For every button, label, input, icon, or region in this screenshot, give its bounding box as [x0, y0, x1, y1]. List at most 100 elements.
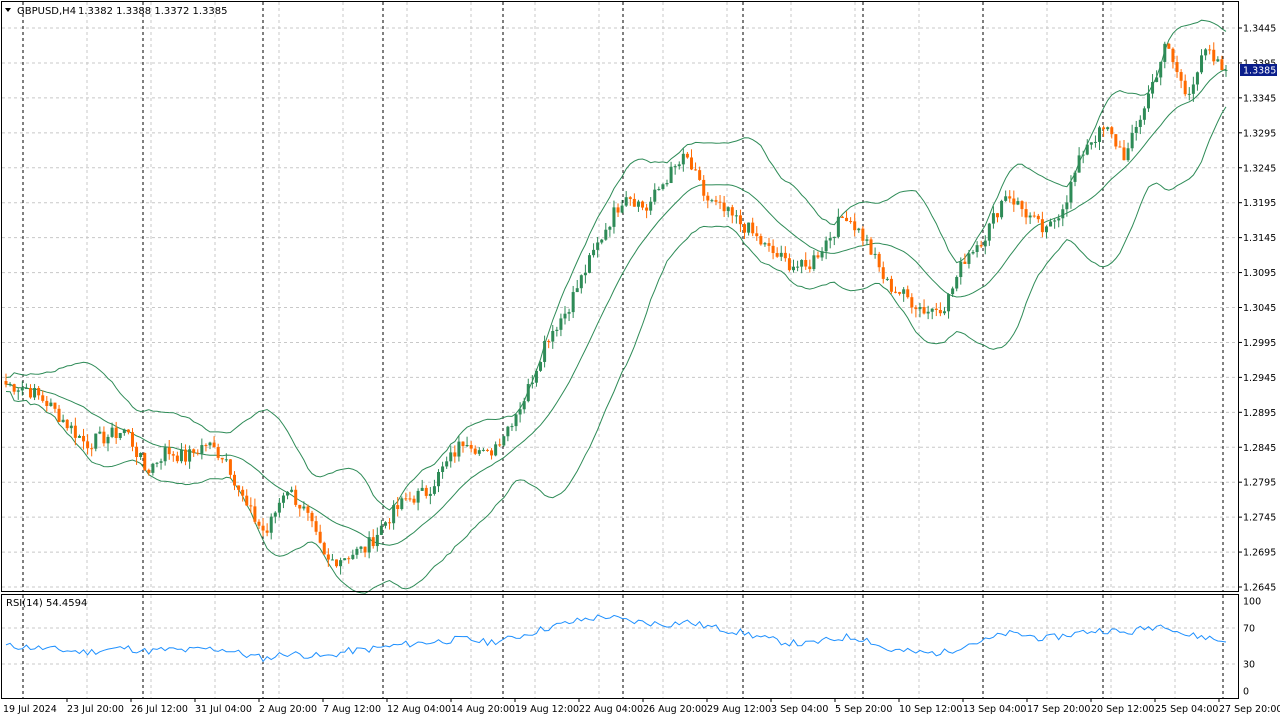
candle-body [1089, 142, 1093, 145]
candle-body [184, 449, 188, 462]
candle-body [1138, 119, 1142, 127]
candle-body [1187, 93, 1191, 95]
candle-body [355, 548, 359, 555]
candle-body [1204, 49, 1208, 56]
candle-body [779, 252, 783, 257]
candle-body [624, 197, 628, 206]
candle-body [1065, 202, 1069, 210]
candle-body [926, 311, 930, 314]
time-tick-label: 23 Jul 20:00 [67, 704, 124, 715]
candle-body [975, 245, 979, 252]
price-tick-label: 1.3095 [1243, 268, 1276, 279]
candle-body [996, 213, 1000, 218]
main-panel-frame [1, 1, 1239, 592]
candle-body [498, 444, 502, 446]
candle-body [200, 445, 204, 454]
candle-body [1036, 215, 1040, 220]
candle-body [559, 318, 563, 330]
candle-body [302, 506, 306, 509]
candle-body [836, 216, 840, 237]
candle-body [967, 253, 971, 264]
candle-body [1000, 200, 1004, 218]
candle-body [1191, 84, 1195, 94]
candle-body [375, 534, 379, 547]
candle-body [592, 249, 596, 256]
candle-body [281, 495, 285, 503]
time-tick-label: 17 Sep 20:00 [1027, 704, 1090, 715]
candle-body [1061, 209, 1065, 219]
candle-body [714, 200, 718, 202]
candle-body [1102, 127, 1106, 130]
candle-body [371, 537, 375, 547]
price-tick-label: 1.2845 [1243, 443, 1276, 454]
candle-body [608, 226, 612, 230]
price-axis: 1.3445 1.3395 1.3345 1.3295 1.3245 1.3195 1.31… [1238, 24, 1276, 594]
rsi-tick-label: 0 [1243, 687, 1249, 698]
candle-body [314, 521, 318, 532]
candle-body [563, 313, 567, 319]
candle-body [424, 487, 428, 496]
candle-body [367, 537, 371, 553]
candle-body [69, 425, 73, 429]
candle-body [1077, 155, 1081, 173]
candle-body [347, 558, 351, 560]
candle-body [143, 453, 147, 470]
candle-body [763, 243, 767, 245]
candle-body [910, 297, 914, 308]
candle-body [665, 183, 669, 185]
candle-body [914, 307, 918, 310]
candle-body [494, 444, 498, 456]
collapse-triangle-icon[interactable] [5, 8, 11, 12]
candle-body [298, 504, 302, 509]
candle-body [1004, 196, 1008, 201]
candle-body [979, 245, 983, 247]
session-separators [22, 2, 1224, 698]
candle-body [294, 489, 298, 505]
time-tick-label: 10 Sep 12:00 [899, 704, 962, 715]
candle-body [1016, 201, 1020, 205]
candle-body [1085, 144, 1089, 155]
candle-body [877, 253, 881, 268]
candle-body [490, 450, 494, 456]
candle-body [791, 266, 795, 271]
candle-body [881, 267, 885, 279]
candle-body [506, 426, 510, 437]
candle-body [453, 452, 457, 457]
candle-body [906, 289, 910, 298]
candle-body [41, 395, 45, 401]
time-tick-label: 29 Aug 12:00 [707, 704, 771, 715]
candle-body [587, 255, 591, 273]
candle-body [224, 459, 228, 461]
candle-body [612, 207, 616, 227]
candle-body [1220, 59, 1224, 71]
candle-body [1040, 219, 1044, 233]
candle-body [245, 495, 249, 506]
candle-body [192, 449, 196, 453]
candle-body [216, 447, 220, 458]
candle-body [1044, 226, 1048, 233]
candle-body [8, 384, 12, 386]
candle-body [155, 462, 159, 464]
candle-body [747, 222, 751, 233]
candle-body [481, 449, 485, 451]
candle-body [1216, 59, 1220, 62]
time-tick-label: 12 Aug 04:00 [387, 704, 451, 715]
candle-body [718, 201, 722, 203]
candle-body [106, 436, 110, 444]
candle-body [963, 261, 967, 264]
grid-layer [2, 2, 1238, 698]
candle-body [510, 426, 514, 428]
candle-body [445, 461, 449, 467]
candle-body [24, 388, 28, 390]
candle-body [938, 309, 942, 314]
candle-body [991, 213, 995, 224]
candle-body [543, 340, 547, 362]
candle-body [628, 197, 632, 199]
candle-body [1159, 61, 1163, 78]
candle-body [65, 419, 69, 429]
candle-body [579, 275, 583, 289]
candle-body [318, 531, 322, 543]
candle-body [547, 340, 551, 342]
candle-body [934, 308, 938, 310]
